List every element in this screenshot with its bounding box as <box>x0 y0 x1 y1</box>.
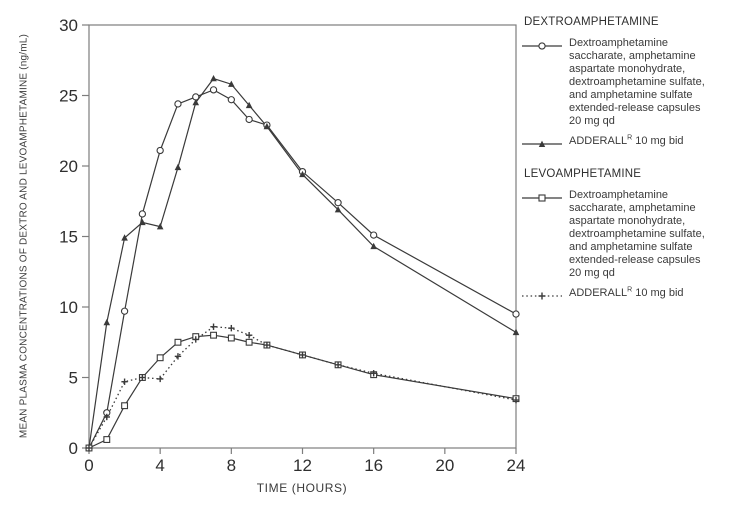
data-point <box>139 218 146 226</box>
x-axis-label: TIME (HOURS) <box>256 481 348 495</box>
adderall-dose: 10 mg bid <box>632 287 684 299</box>
y-tick-label: 10 <box>59 298 78 317</box>
plus-dotted-line-icon <box>522 292 562 300</box>
y-tick-label: 25 <box>59 87 78 106</box>
y-tick-label: 0 <box>69 439 78 458</box>
x-tick-label: 24 <box>507 456 526 475</box>
data-point <box>120 307 129 315</box>
series-line-1 <box>88 77 517 449</box>
data-point <box>227 334 235 342</box>
data-point <box>334 199 342 207</box>
x-tick-label: 16 <box>364 456 383 475</box>
data-point <box>156 354 164 362</box>
y-tick-label: 30 <box>59 16 78 35</box>
data-point <box>192 98 200 106</box>
adderall-dose: 10 mg bid <box>632 135 684 147</box>
data-point <box>138 210 147 218</box>
adderall-name: ADDERALL <box>569 287 628 299</box>
plot-frame <box>88 24 517 449</box>
data-point <box>245 101 253 109</box>
data-point <box>209 86 218 94</box>
data-point <box>103 436 111 443</box>
legend-entry-xr-dextro: Dextroamphetamine saccharate, amphetamin… <box>522 37 728 128</box>
data-point <box>210 331 217 339</box>
x-tick-label: 4 <box>155 456 164 475</box>
data-point <box>227 96 235 104</box>
y-tick-label: 5 <box>69 369 78 388</box>
filled-triangle-line-icon <box>522 140 562 147</box>
data-point <box>121 402 129 410</box>
data-point <box>299 170 306 178</box>
data-point <box>174 163 182 171</box>
open-circle-line-icon <box>522 42 562 50</box>
registered-mark: R <box>627 134 633 142</box>
x-tick-label: 20 <box>435 456 454 475</box>
adderall-name: ADDERALL <box>569 135 628 147</box>
legend-group-header-levoamphetamine: LEVOAMPHETAMINE <box>524 168 642 180</box>
data-point <box>512 328 520 336</box>
data-point <box>174 100 182 108</box>
data-point <box>103 318 111 326</box>
series-line-3 <box>88 326 517 449</box>
data-point <box>334 206 342 213</box>
registered-mark: R <box>627 286 633 294</box>
data-point <box>156 223 164 230</box>
y-tick-label: 20 <box>59 157 78 176</box>
legend: DEXTROAMPHETAMINE Dextroamphetamine sacc… <box>522 16 728 308</box>
open-square-line-icon <box>522 194 562 202</box>
x-tick-label: 0 <box>84 456 93 475</box>
data-point <box>245 338 253 346</box>
data-point <box>245 115 253 124</box>
data-point <box>263 122 271 130</box>
legend-group-header-dextroamphetamine: DEXTROAMPHETAMINE <box>524 16 659 28</box>
y-tick-label: 15 <box>59 228 78 247</box>
data-point <box>370 231 378 239</box>
data-point <box>228 80 235 87</box>
data-point <box>210 74 217 82</box>
data-point <box>156 146 164 155</box>
data-point <box>121 234 128 241</box>
data-point <box>370 242 377 250</box>
data-point <box>174 338 182 346</box>
series-line-0 <box>88 89 517 449</box>
x-tick-label: 12 <box>293 456 312 475</box>
x-tick-label: 8 <box>227 456 236 475</box>
legend-entry-ir-dextro: ADDERALLR 10 mg bid <box>522 134 728 150</box>
legend-entry-label: Dextroamphetamine saccharate, amphetamin… <box>569 189 705 279</box>
legend-entry-xr-levo: Dextroamphetamine saccharate, amphetamin… <box>522 189 728 280</box>
legend-entry-label: ADDERALLR 10 mg bid <box>569 134 684 148</box>
legend-entry-ir-levo: ADDERALLR 10 mg bid <box>522 286 728 302</box>
legend-entry-label: ADDERALLR 10 mg bid <box>569 286 684 300</box>
data-point <box>512 310 520 318</box>
legend-entry-label: Dextroamphetamine saccharate, amphetamin… <box>569 37 705 127</box>
